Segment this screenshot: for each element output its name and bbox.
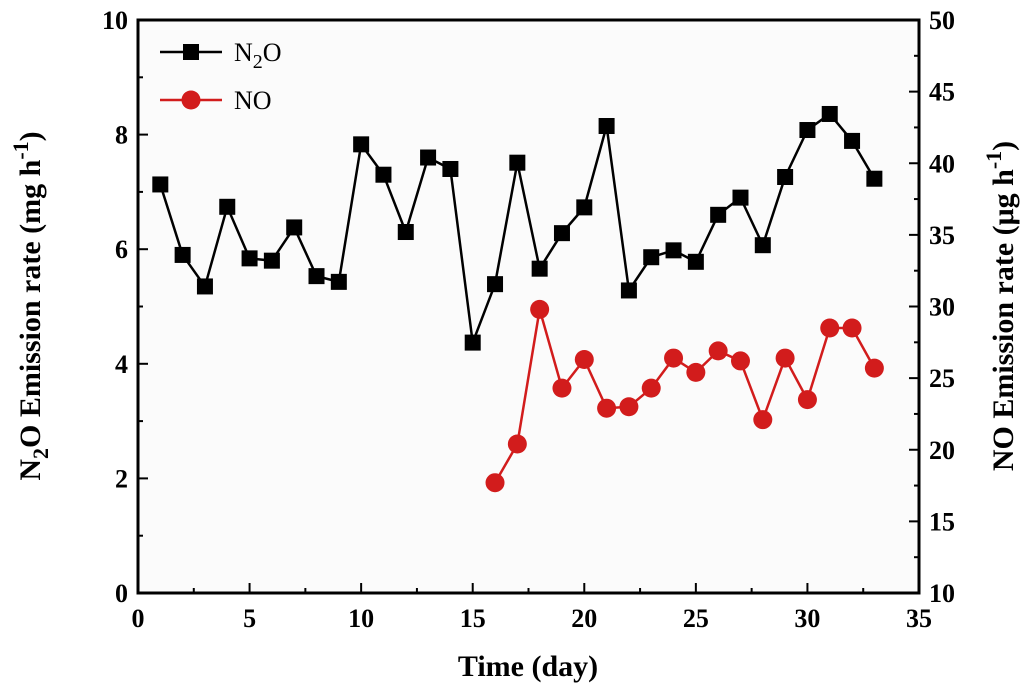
data-point-n2o	[576, 199, 593, 216]
data-point-no	[485, 473, 505, 493]
data-point-no	[507, 434, 527, 454]
data-point-no	[842, 318, 862, 338]
y-left-tick-label: 6	[115, 235, 128, 264]
data-point-n2o	[821, 105, 838, 122]
data-point-n2o	[397, 224, 414, 241]
x-axis-title: Time (day)	[458, 650, 598, 683]
data-point-no	[686, 362, 706, 382]
series-no	[485, 299, 884, 493]
data-point-no	[775, 348, 795, 368]
data-point-no	[820, 318, 840, 338]
data-point-n2o	[866, 170, 883, 187]
data-point-no	[597, 398, 617, 418]
data-point-n2o	[710, 206, 727, 223]
x-tick-label: 25	[683, 604, 709, 633]
y-left-tick-label: 2	[115, 464, 128, 493]
data-point-n2o	[487, 276, 504, 293]
x-tick-label: 0	[132, 604, 145, 633]
y-right-tick-label: 30	[929, 293, 955, 322]
legend-marker-circle	[181, 90, 201, 110]
data-point-n2o	[353, 136, 370, 153]
y-right-tick-label: 50	[929, 6, 955, 35]
y-right-tick-label: 20	[929, 436, 955, 465]
data-point-n2o	[464, 334, 481, 351]
data-point-n2o	[509, 154, 526, 171]
legend-item-no: NO	[160, 86, 272, 115]
y-left-title-sub: 2	[28, 448, 53, 459]
data-point-no	[530, 299, 550, 319]
data-point-n2o	[598, 118, 615, 135]
y-left-title-prefix: N	[14, 459, 47, 481]
data-point-n2o	[754, 237, 771, 254]
x-tick-label: 15	[460, 604, 486, 633]
data-point-n2o	[174, 246, 191, 263]
data-point-no	[664, 348, 684, 368]
data-point-n2o	[330, 273, 347, 290]
x-tick-label: 5	[243, 604, 256, 633]
y-left-tick-label: 8	[115, 121, 128, 150]
y-right-tick-label: 25	[929, 364, 955, 393]
data-point-no	[753, 410, 773, 430]
data-point-n2o	[263, 252, 280, 269]
data-point-no	[730, 351, 750, 371]
data-point-n2o	[286, 219, 303, 236]
legend-marker-square	[183, 44, 199, 60]
data-point-n2o	[442, 160, 459, 177]
legend-label: NO	[234, 86, 272, 115]
y-left-title-sup: -1	[8, 141, 33, 159]
data-point-n2o	[375, 166, 392, 183]
data-point-n2o	[219, 198, 236, 215]
data-point-no	[864, 358, 884, 378]
data-point-n2o	[152, 176, 169, 193]
y-right-title-main: NO Emission rate (μg h	[987, 169, 1020, 471]
legend-item-n2o: N2O	[160, 38, 282, 73]
y-left-title-main: O Emission rate (mg h	[14, 159, 47, 448]
x-tick-label: 35	[906, 604, 932, 633]
y-right-axis-title: NO Emission rate (μg h-1)	[981, 141, 1020, 471]
data-point-no	[797, 390, 817, 410]
data-point-n2o	[553, 225, 570, 242]
y-right-tick-label: 10	[929, 579, 955, 608]
y-left-tick-label: 0	[115, 579, 128, 608]
data-point-n2o	[196, 278, 213, 295]
series-line-no	[493, 309, 876, 484]
x-tick-label: 20	[571, 604, 597, 633]
data-point-n2o	[620, 282, 637, 299]
data-point-n2o	[643, 249, 660, 266]
x-tick-label: 10	[348, 604, 374, 633]
data-point-n2o	[732, 189, 749, 206]
plot-area	[138, 20, 919, 593]
data-point-n2o	[665, 242, 682, 259]
x-tick-label: 30	[794, 604, 820, 633]
data-point-no	[574, 350, 594, 370]
data-point-n2o	[799, 122, 816, 139]
data-point-n2o	[687, 253, 704, 270]
data-point-n2o	[241, 250, 258, 267]
y-right-tick-label: 15	[929, 507, 955, 536]
data-point-n2o	[531, 260, 548, 277]
legend-label: N2O	[234, 38, 282, 73]
y-left-title-suffix: )	[14, 131, 47, 141]
data-point-n2o	[777, 169, 794, 186]
y-right-title-sup: -1	[981, 151, 1006, 169]
series-n2o	[152, 105, 883, 351]
y-right-title-suffix: )	[987, 141, 1020, 151]
y-right-tick-label: 45	[929, 78, 955, 107]
data-point-n2o	[308, 268, 325, 285]
y-left-tick-label: 4	[115, 350, 128, 379]
y-left-tick-label: 10	[102, 6, 128, 35]
data-point-no	[619, 397, 639, 417]
data-point-n2o	[420, 149, 437, 166]
data-point-n2o	[844, 132, 861, 149]
data-point-no	[552, 378, 572, 398]
data-point-no	[708, 341, 728, 361]
data-point-no	[641, 378, 661, 398]
y-right-tick-label: 40	[929, 149, 955, 178]
y-left-axis-title: N2O Emission rate (mg h-1)	[8, 131, 53, 480]
y-right-tick-label: 35	[929, 221, 955, 250]
